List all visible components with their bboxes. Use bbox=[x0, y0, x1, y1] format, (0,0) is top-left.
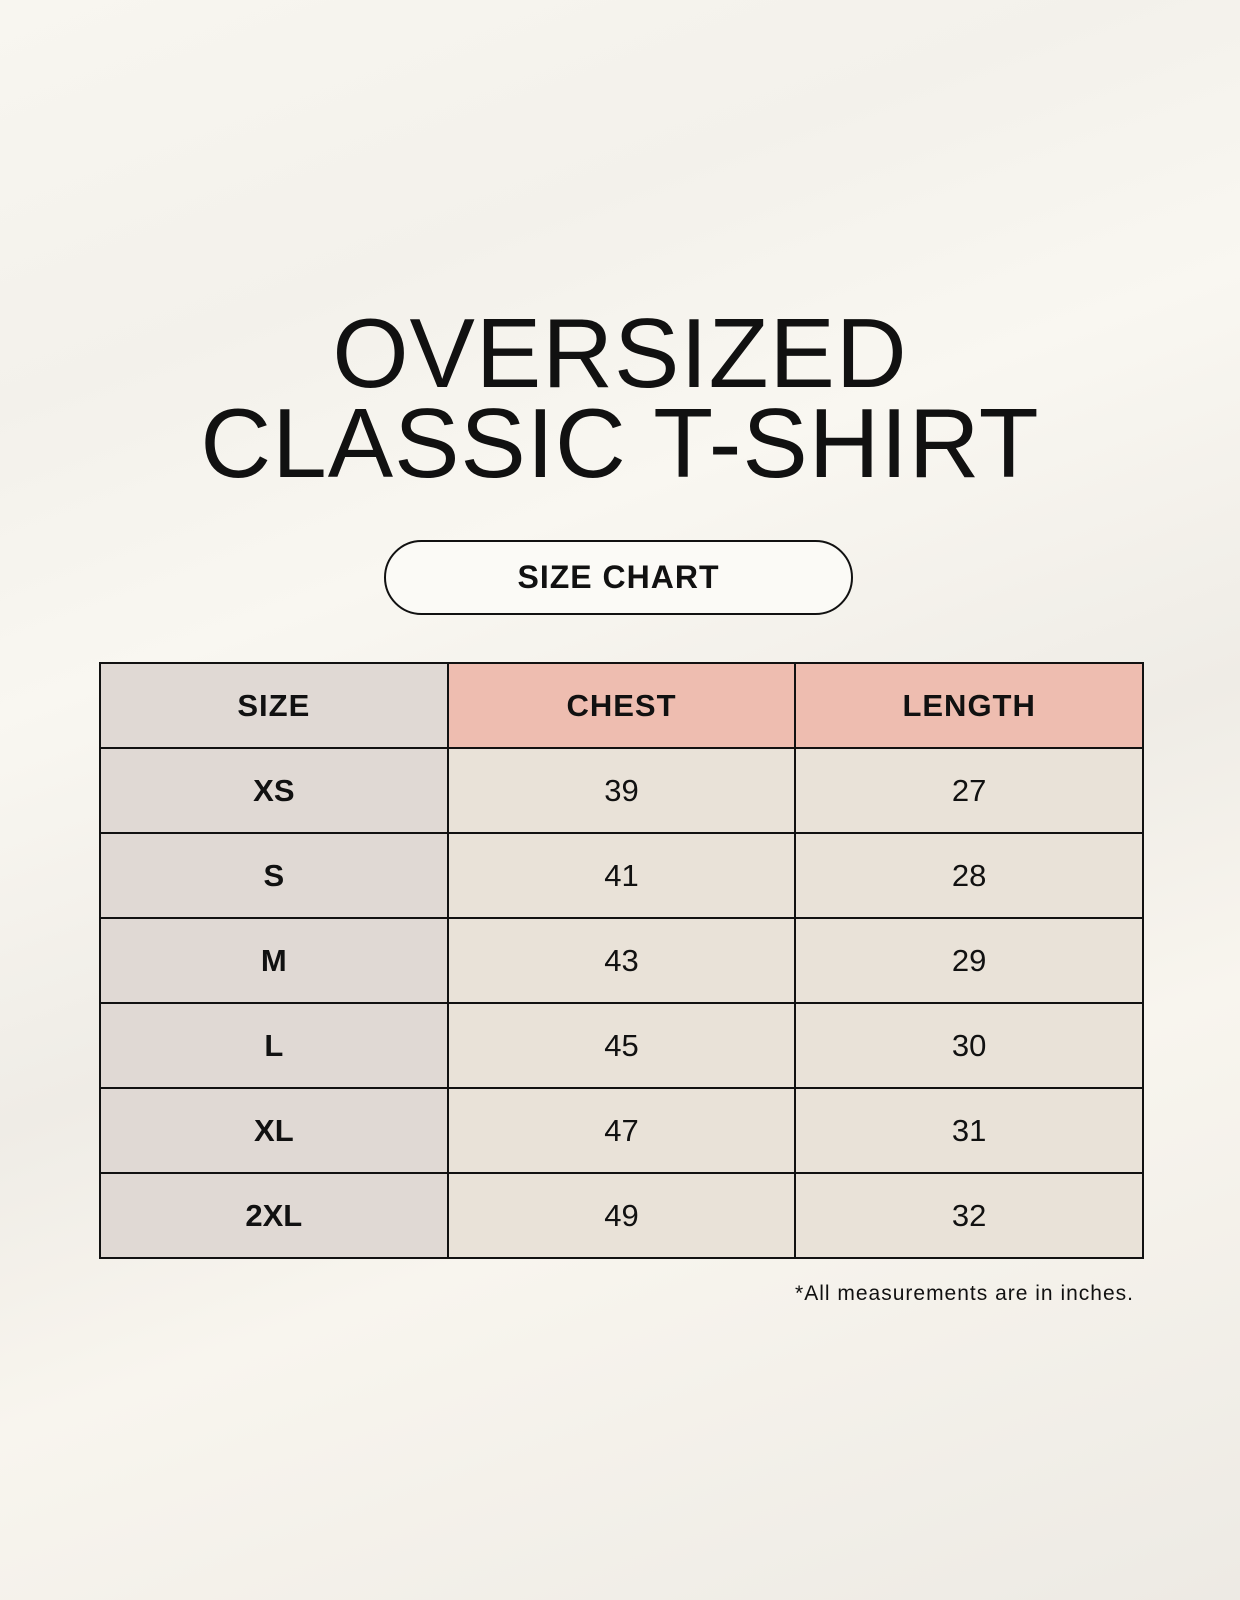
cell-chest: 41 bbox=[446, 832, 797, 919]
table-row: XL 47 31 bbox=[99, 1087, 1144, 1174]
size-table: SIZE CHEST LENGTH XS 39 27 S 41 28 M 43 29 L 45 30 X… bbox=[99, 662, 1144, 1259]
cell-size: XL bbox=[99, 1087, 449, 1174]
title-line-1: OVERSIZED bbox=[332, 298, 908, 408]
table-row: XS 39 27 bbox=[99, 747, 1144, 834]
table-row: L 45 30 bbox=[99, 1002, 1144, 1089]
header-length: LENGTH bbox=[794, 662, 1144, 749]
cell-chest: 45 bbox=[446, 1002, 797, 1089]
table-row: S 41 28 bbox=[99, 832, 1144, 919]
cell-length: 28 bbox=[794, 832, 1144, 919]
table-row: M 43 29 bbox=[99, 917, 1144, 1004]
table-row: 2XL 49 32 bbox=[99, 1172, 1144, 1259]
page-title: OVERSIZED CLASSIC T-SHIRT bbox=[0, 298, 1240, 498]
cell-size: L bbox=[99, 1002, 449, 1089]
cell-chest: 47 bbox=[446, 1087, 797, 1174]
cell-length: 32 bbox=[794, 1172, 1144, 1259]
cell-length: 27 bbox=[794, 747, 1144, 834]
cell-chest: 43 bbox=[446, 917, 797, 1004]
cell-chest: 49 bbox=[446, 1172, 797, 1259]
cell-length: 29 bbox=[794, 917, 1144, 1004]
header-size: SIZE bbox=[99, 662, 449, 749]
cell-chest: 39 bbox=[446, 747, 797, 834]
cell-size: XS bbox=[99, 747, 449, 834]
footnote: *All measurements are in inches. bbox=[795, 1282, 1134, 1305]
cell-size: M bbox=[99, 917, 449, 1004]
cell-length: 31 bbox=[794, 1087, 1144, 1174]
cell-size: S bbox=[99, 832, 449, 919]
table-header-row: SIZE CHEST LENGTH bbox=[99, 662, 1144, 749]
cell-length: 30 bbox=[794, 1002, 1144, 1089]
title-line-2: CLASSIC T-SHIRT bbox=[200, 388, 1040, 498]
header-chest: CHEST bbox=[446, 662, 797, 749]
cell-size: 2XL bbox=[99, 1172, 449, 1259]
size-chart-badge: SIZE CHART bbox=[384, 540, 853, 615]
